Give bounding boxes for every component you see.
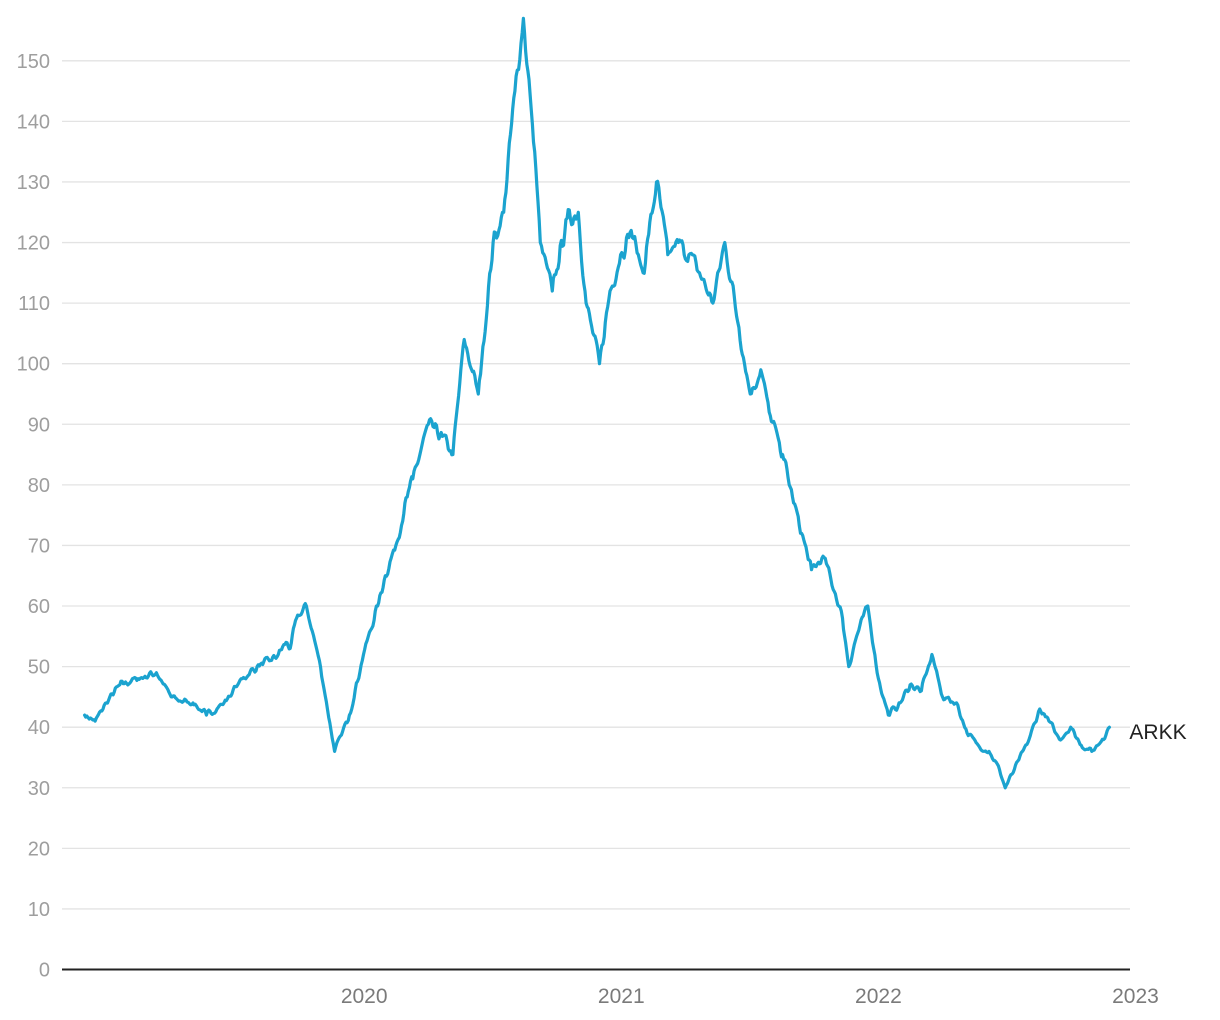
x-axis-ticks: 2020 2021 2022 2023 xyxy=(341,985,1159,1008)
y-tick-label: 20 xyxy=(28,838,50,860)
y-tick-label: 110 xyxy=(18,293,50,315)
y-axis-ticks: 0 10 20 30 40 50 60 70 80 90 100 110 120 130 140 150 xyxy=(17,51,50,982)
x-tick-label: 2021 xyxy=(598,985,645,1008)
y-tick-label: 120 xyxy=(17,233,50,255)
x-tick-label: 2020 xyxy=(341,985,388,1008)
y-tick-label: 150 xyxy=(17,51,50,73)
x-tick-label: 2023 xyxy=(1112,985,1159,1008)
series-end-label: ARKK xyxy=(1129,721,1186,744)
gridlines xyxy=(62,60,1130,910)
y-tick-label: 90 xyxy=(28,414,50,436)
y-tick-label: 130 xyxy=(17,172,50,194)
y-tick-label: 60 xyxy=(28,596,50,618)
y-tick-label: 50 xyxy=(28,657,50,679)
x-tick-label: 2022 xyxy=(855,985,902,1008)
y-tick-label: 40 xyxy=(28,717,50,739)
y-tick-label: 10 xyxy=(28,899,50,921)
y-tick-label: 0 xyxy=(39,960,50,982)
y-tick-label: 80 xyxy=(28,475,50,497)
series-line-arkk xyxy=(83,16,1111,790)
y-tick-label: 100 xyxy=(17,354,50,376)
y-tick-label: 70 xyxy=(28,535,50,557)
y-tick-label: 30 xyxy=(28,778,50,800)
y-tick-label: 140 xyxy=(17,111,50,133)
series-group: ARKK xyxy=(83,16,1187,790)
